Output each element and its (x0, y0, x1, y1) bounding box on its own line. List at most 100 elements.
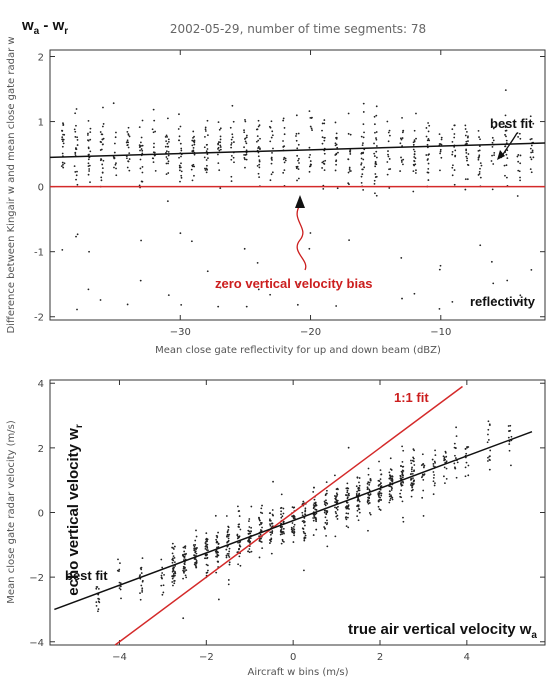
bottom-scatter-point (303, 539, 306, 542)
bottom-scatter-point (391, 496, 394, 499)
top-scatter-point (348, 168, 351, 171)
top-scatter-point (363, 166, 366, 169)
bottom-scatter-point (325, 512, 328, 515)
top-scatter-point (62, 122, 64, 125)
top-scatter-point (347, 158, 350, 161)
bottom-scatter-point (181, 554, 184, 557)
top-scatter-point (257, 172, 260, 175)
bottom-scatter-point (348, 494, 350, 497)
bottom-scatter-point (282, 520, 285, 523)
bottom-scatter-point (238, 548, 241, 550)
bottom-x-tick-label: 4 (464, 652, 470, 663)
bottom-scatter-point (172, 555, 175, 558)
top-scatter-point (425, 154, 428, 156)
top-scatter-point (230, 175, 233, 178)
top-scatter-point (519, 176, 521, 179)
top-scatter-point (387, 150, 389, 152)
bottom-scatter-point (227, 554, 230, 557)
bottom-scatter-point (270, 540, 272, 543)
top-scatter-point (532, 122, 535, 125)
top-scatter-point (217, 142, 220, 145)
bottom-scatter-point (433, 474, 435, 476)
top-scatter-point (282, 119, 285, 122)
bottom-scatter-point (258, 535, 260, 537)
top-scatter-point (178, 113, 180, 116)
bottom-scatter-point (314, 502, 317, 505)
bottom-scatter-point (119, 588, 122, 591)
bottom-scatter-point (325, 501, 328, 504)
bottom-scatter-point (292, 506, 295, 509)
bottom-scatter-point (454, 454, 456, 457)
bottom-scatter-point (291, 531, 294, 534)
top-y-ticks: -2 -1 0 1 2 (34, 53, 545, 324)
bottom-scatter-point (227, 583, 230, 586)
bottom-scatter-point (357, 487, 360, 490)
top-scatter-point (530, 151, 533, 154)
bottom-scatter-point (313, 486, 315, 489)
top-scatter-point (230, 142, 233, 144)
top-scatter-point (309, 232, 312, 234)
bottom-scatter-point (228, 533, 231, 536)
bottom-scatter-point (184, 547, 187, 549)
top-scatter-point (375, 150, 378, 153)
bottom-scatter-point (237, 563, 240, 566)
bottom-scatter-point (347, 526, 350, 529)
bottom-scatter-point (141, 579, 144, 582)
top-scatter-point (348, 170, 351, 172)
bottom-scatter-point (399, 465, 402, 467)
bottom-scatter-point (301, 520, 304, 523)
top-scatter-point (75, 235, 77, 238)
top-scatter-point (243, 157, 246, 159)
bottom-scatter-point (401, 473, 404, 476)
bottom-scatter-point (358, 477, 361, 479)
top-scatter-point (61, 140, 64, 143)
top-scatter-point (504, 174, 506, 177)
top-best-fit-arrowhead (497, 150, 505, 160)
top-scatter-point (335, 137, 338, 140)
top-scatter-point (412, 190, 415, 193)
bottom-scatter-point (401, 480, 404, 483)
top-scatter-point (493, 152, 496, 154)
top-scatter-point (348, 166, 351, 169)
top-scatter-point (179, 180, 181, 183)
bottom-scatter-point (347, 505, 350, 508)
bottom-scatter-point (358, 481, 360, 484)
bottom-scatter-point (358, 489, 361, 492)
top-scatter-point (519, 154, 522, 157)
bottom-scatter-point (347, 492, 350, 495)
top-scatter-point (362, 111, 365, 113)
top-scatter-point (87, 153, 90, 156)
bottom-scatter-point (367, 496, 369, 499)
top-scatter-point (258, 163, 261, 166)
bottom-scatter-point (369, 493, 372, 496)
top-scatter-point (128, 135, 131, 138)
top-scatter-point (125, 157, 128, 160)
top-scatter-point (335, 305, 338, 307)
top-scatter-point (88, 164, 91, 167)
bottom-scatter-point (358, 484, 361, 487)
bottom-scatter-point (335, 492, 338, 495)
bottom-scatter-point (217, 542, 220, 545)
top-scatter-point (256, 165, 259, 167)
top-scatter-point (75, 108, 78, 110)
top-scatter-point (402, 158, 405, 161)
bottom-scatter-point (182, 617, 185, 620)
bottom-scatter-point (226, 533, 229, 536)
bottom-scatter-point (487, 456, 489, 459)
bottom-scatter-point (345, 525, 348, 528)
top-scatter-point (453, 136, 456, 139)
bottom-scatter-point (250, 550, 253, 553)
bottom-scatter-point (160, 576, 163, 579)
top-scatter-point (492, 127, 495, 130)
top-scatter-point (232, 156, 235, 159)
top-scatter-point (373, 123, 376, 126)
top-scatter-point (491, 136, 494, 139)
bottom-scatter-point (301, 514, 304, 517)
bottom-scatter-point (161, 566, 164, 569)
top-scatter-point (362, 189, 365, 191)
top-scatter-point (375, 105, 378, 108)
bottom-scatter-point (239, 540, 242, 543)
top-scatter-point (399, 142, 402, 145)
bottom-scatter-point (239, 564, 242, 567)
bottom-scatter-point (171, 542, 174, 545)
